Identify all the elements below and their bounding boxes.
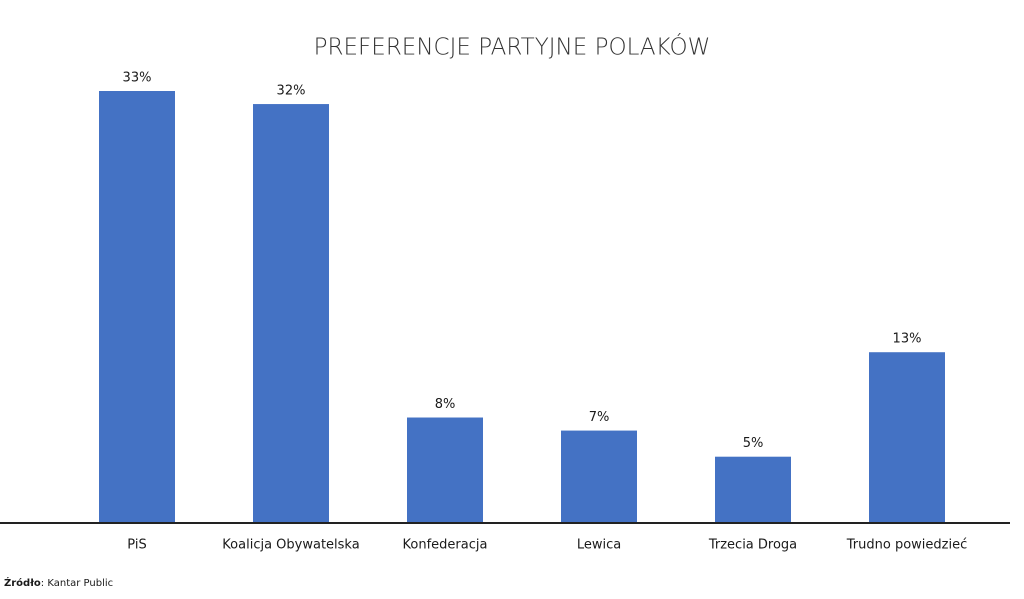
value-label: 5% [743,436,764,451]
value-label: 32% [277,84,306,99]
value-label: 13% [893,332,922,347]
source-label: Źródło [4,576,41,589]
x-tick-label: Lewica [577,538,621,553]
source: Źródło: Kantar Public [4,576,113,589]
bar [253,104,329,522]
value-label: 8% [435,397,456,412]
bar [407,417,483,522]
x-tick-label: PiS [127,538,146,553]
bar [561,430,637,522]
x-tick-label: Trzecia Droga [708,538,797,553]
bar [869,352,945,522]
chart-title: PREFERENCJE PARTYJNE POLAKÓW [314,33,711,61]
bar [99,91,175,522]
x-tick-label: Konfederacja [403,538,488,553]
source-text: : Kantar Public [41,578,113,589]
value-label: 33% [123,71,152,86]
x-tick-label: Koalicja Obywatelska [222,538,359,553]
x-tick-label: Trudno powiedzieć [846,538,967,553]
value-label: 7% [589,410,610,425]
bar [715,456,791,522]
